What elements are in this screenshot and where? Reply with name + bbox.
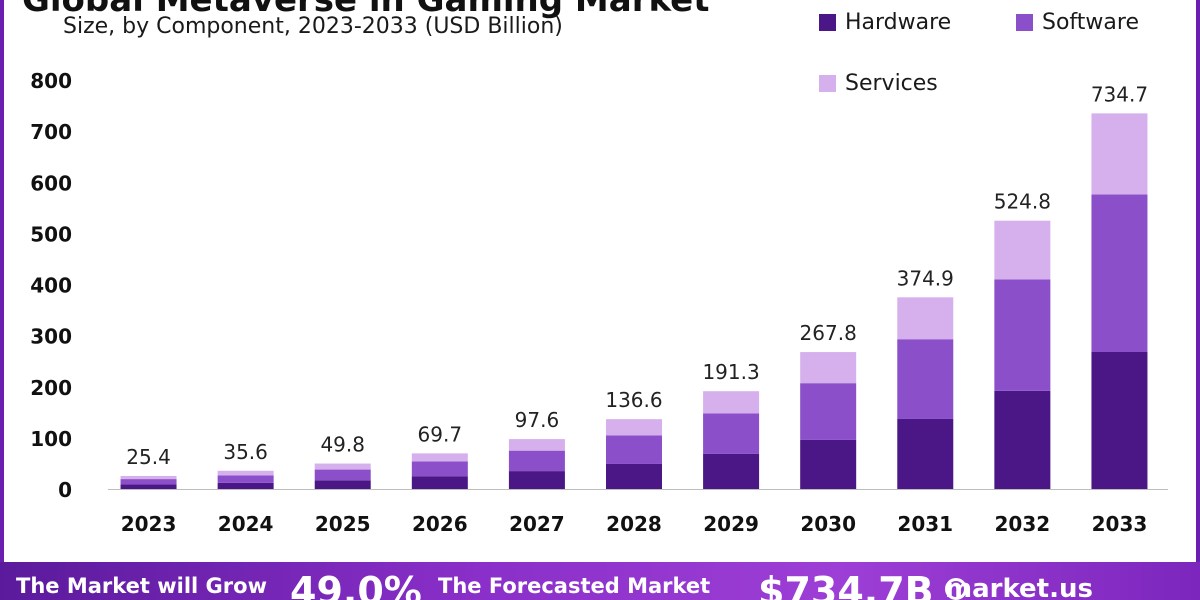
- brand-name: market.us: [945, 574, 1093, 600]
- bar-segment-software: [703, 413, 760, 454]
- bar-segment-services: [606, 419, 662, 436]
- legend-swatch-software: [1016, 14, 1033, 31]
- y-tick-label: 400: [30, 274, 72, 298]
- x-tick-label: 2026: [412, 512, 468, 536]
- x-tick-label: 2030: [800, 512, 856, 536]
- bar-segment-software: [994, 279, 1051, 391]
- bar-segment-hardware: [703, 453, 760, 489]
- bar-segment-software: [606, 435, 662, 464]
- bar-total-label: 49.8: [320, 433, 365, 457]
- bar-segment-services: [703, 391, 760, 414]
- bar-segment-hardware: [606, 463, 662, 489]
- y-tick-label: 800: [30, 69, 72, 93]
- stacked-bar-chart: 0 100 200 300 400 500 600 700 800 25.4 2023 35.6 202…: [30, 69, 1168, 536]
- legend-item-services: Services: [819, 71, 938, 96]
- bar-total-label: 191.3: [702, 360, 759, 384]
- bar-total-label: 25.4: [126, 445, 171, 469]
- bar-segment-services: [994, 220, 1051, 280]
- bar-segment-hardware: [120, 484, 177, 489]
- y-tick-label: 300: [30, 325, 72, 349]
- bar-segment-software: [1091, 194, 1148, 352]
- bar-segment-software: [508, 450, 565, 472]
- brand-logo-icon: [945, 578, 967, 600]
- bar-segment-services: [508, 439, 565, 451]
- x-tick-label: 2025: [315, 512, 371, 536]
- bar-total-label: 97.6: [515, 408, 560, 432]
- bar-segment-software: [120, 479, 177, 485]
- y-tick-label: 200: [30, 376, 72, 400]
- legend-swatch-hardware: [819, 14, 836, 31]
- chart-title: Global Metaverse in Gaming Market: [22, 0, 710, 20]
- bar-segment-services: [314, 463, 371, 470]
- legend-swatch-services: [819, 75, 836, 92]
- x-tick-label: 2023: [121, 512, 177, 536]
- bar-segment-hardware: [897, 418, 954, 489]
- footer-forecast-value: $734.7B: [758, 569, 934, 600]
- y-tick-label: 700: [30, 120, 72, 144]
- legend-item-software: Software: [1016, 10, 1139, 35]
- bar-segment-software: [800, 383, 857, 440]
- bar-segment-software: [411, 461, 468, 477]
- bar-total-label: 136.6: [605, 388, 662, 412]
- y-tick-label: 100: [30, 427, 72, 451]
- chart-subtitle: Size, by Component, 2023-2033 (USD Billi…: [63, 14, 563, 39]
- y-tick-label: 0: [58, 478, 72, 502]
- bar-segment-hardware: [314, 480, 371, 489]
- bar-segment-software: [314, 469, 371, 481]
- bar-segment-services: [217, 470, 274, 476]
- bar-segment-services: [1091, 113, 1148, 195]
- legend-label-hardware: Hardware: [845, 10, 952, 35]
- bar-segment-services: [411, 453, 468, 462]
- y-tick-label: 500: [30, 222, 72, 246]
- bar-total-label: 35.6: [223, 440, 268, 464]
- x-tick-label: 2027: [509, 512, 565, 536]
- footer-forecast-label: The Forecasted Market: [438, 574, 711, 598]
- x-tick-label: 2032: [995, 512, 1051, 536]
- legend-item-hardware: Hardware: [819, 10, 951, 35]
- x-tick-label: 2024: [218, 512, 274, 536]
- bar-total-label: 734.7: [1091, 82, 1148, 106]
- bar-total-label: 374.9: [897, 266, 954, 290]
- footer-grow-label: The Market will Grow: [16, 574, 267, 598]
- bar-segment-services: [897, 297, 954, 340]
- y-tick-label: 600: [30, 171, 72, 195]
- bar-segment-hardware: [508, 471, 565, 489]
- bar-segment-software: [897, 339, 954, 419]
- footer-cagr-value: 49.0%: [290, 569, 422, 600]
- x-tick-label: 2033: [1092, 512, 1148, 536]
- x-tick-label: 2029: [703, 512, 759, 536]
- bar-segment-hardware: [994, 390, 1051, 489]
- bar-total-label: 524.8: [994, 190, 1051, 214]
- legend-label-services: Services: [845, 71, 938, 96]
- bar-segment-services: [120, 476, 177, 480]
- bar-segment-services: [800, 352, 857, 384]
- x-tick-label: 2028: [606, 512, 662, 536]
- bar-segment-hardware: [217, 482, 274, 489]
- bar-total-label: 267.8: [800, 321, 857, 345]
- bar-segment-hardware: [800, 439, 857, 489]
- brand: market.us: [945, 574, 1093, 600]
- legend-label-software: Software: [1042, 10, 1139, 35]
- bar-segment-hardware: [411, 476, 468, 489]
- x-tick-label: 2031: [897, 512, 953, 536]
- bar-total-label: 69.7: [418, 422, 463, 446]
- bar-segment-software: [217, 475, 274, 483]
- footer-banner: The Market will Grow 49.0% The Forecaste…: [0, 562, 1200, 600]
- bar-segment-hardware: [1091, 351, 1148, 489]
